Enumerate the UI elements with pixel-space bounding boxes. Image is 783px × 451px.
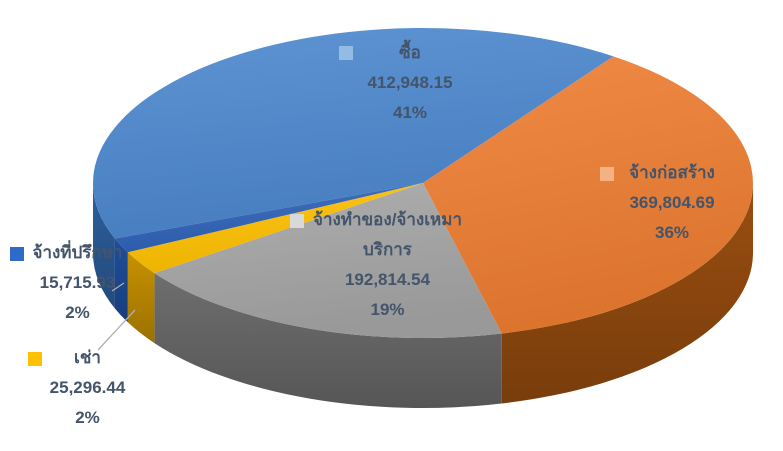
pie-slice-side-0: [93, 183, 115, 309]
slice-percent: 2%: [75, 408, 100, 427]
slice-label-text: บริการ: [363, 240, 412, 259]
slice-value: 412,948.15: [367, 73, 453, 92]
pie-slice-side-2: [154, 273, 502, 408]
slice-label-text: จ้างทำของ/จ้างเหมา: [313, 210, 462, 229]
pie-slice-side-4: [114, 238, 128, 323]
slice-value: 25,296.44: [49, 378, 126, 397]
leader-line-rent: [97, 309, 136, 351]
slice-label-text: ซื้อ: [399, 43, 421, 62]
legend-key-consultant-icon: [10, 247, 24, 261]
pie-slice-0: [93, 28, 614, 239]
slice-percent: 36%: [654, 223, 690, 242]
slice-percent: 41%: [392, 103, 428, 122]
data-label-consultant-hire: จ้างที่ปรึกษา 15,715.93 2%: [5, 238, 150, 328]
data-label-buy: ซื้อ 412,948.15 41%: [330, 38, 490, 128]
slice-label-text: จ้างก่อสร้าง: [629, 163, 715, 182]
data-label-work-service-hire: จ้างทำของ/จ้างเหมา บริการ 192,814.54 19%: [290, 205, 485, 325]
legend-key-buy-icon: [339, 46, 353, 60]
legend-key-work-service-icon: [290, 214, 304, 228]
pie-slice-side-1: [501, 183, 753, 404]
slice-value: 192,814.54: [344, 270, 431, 289]
slice-label-text: จ้างที่ปรึกษา: [32, 243, 123, 262]
pie-slice-side-3: [127, 252, 155, 344]
data-label-construction-hire: จ้างก่อสร้าง 369,804.69 36%: [592, 158, 752, 248]
slice-value: 15,715.93: [39, 273, 116, 292]
slice-percent: 19%: [370, 300, 405, 319]
pie-slice-2: [154, 183, 502, 338]
pie-slice-1: [423, 56, 753, 334]
leader-line-consultant: [111, 282, 125, 292]
legend-key-rent-icon: [28, 352, 42, 366]
data-label-rent: เช่า 25,296.44 2%: [15, 343, 160, 433]
slice-percent: 2%: [65, 303, 90, 322]
pie-slice-4: [114, 183, 424, 253]
legend-key-construction-icon: [600, 167, 614, 181]
slice-value: 369,804.69: [629, 193, 715, 212]
slice-label-text: เช่า: [74, 348, 101, 367]
pie-slice-3: [127, 183, 424, 274]
